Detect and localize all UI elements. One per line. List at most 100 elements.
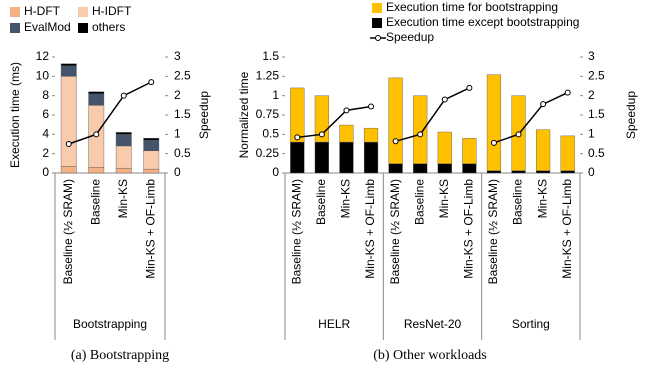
bar-segment	[60, 166, 77, 174]
legend-swatch	[78, 23, 88, 33]
speedup-line	[493, 91, 569, 144]
group-label: Sorting	[512, 317, 550, 331]
caption: (b) Other workloads	[373, 348, 487, 363]
legend-swatch	[372, 18, 382, 28]
bar-segment	[437, 163, 452, 174]
bar-segment	[143, 150, 160, 170]
bar-segment	[437, 131, 452, 164]
x-tick-label: Min-KS + OF-Limb	[560, 179, 574, 279]
speedup-marker	[564, 89, 571, 96]
speedup-marker	[417, 131, 424, 138]
bar-segment	[143, 139, 160, 151]
speedup-line	[297, 105, 372, 139]
speedup-marker	[343, 107, 350, 114]
group-label: Bootstrapping	[73, 317, 147, 331]
bar-segment	[290, 87, 305, 143]
bar-segment	[60, 63, 77, 66]
legend-swatch	[10, 23, 20, 33]
speedup-marker	[540, 101, 547, 108]
speedup-marker	[120, 92, 127, 99]
y-tick-label: 12	[36, 49, 50, 63]
speedup-marker	[294, 134, 301, 141]
bar-segment	[115, 167, 132, 174]
bar-segment	[462, 163, 477, 174]
x-tick-label: Min-KS	[437, 179, 451, 218]
speedup-marker	[392, 138, 399, 145]
y2-axis-label: Speedup	[624, 91, 638, 139]
bar-segment	[290, 141, 305, 174]
bar-segment	[363, 127, 379, 143]
speedup-marker	[148, 79, 155, 86]
legend-marker	[375, 35, 381, 41]
bar-segment	[413, 163, 428, 174]
y2-tick-label: 2	[588, 88, 595, 102]
x-tick-label: Baseline	[511, 179, 525, 225]
y2-axis-label: Speedup	[197, 91, 211, 139]
x-tick-label: Min-KS	[116, 179, 130, 218]
bar-segment	[60, 76, 77, 167]
bar-segment	[462, 137, 477, 164]
y2-tick-label: 0	[174, 165, 181, 179]
x-tick-label: Baseline (½ SRAM)	[61, 179, 75, 284]
bar-segment	[115, 145, 132, 169]
x-tick-label: Baseline	[314, 179, 328, 225]
speedup-marker	[490, 139, 497, 146]
bar-segment	[388, 77, 403, 164]
legend-swatch	[372, 3, 382, 13]
x-tick-label: Baseline	[88, 179, 102, 225]
y2-tick-label: 1.5	[174, 107, 191, 121]
y-tick-label: 0	[42, 165, 49, 179]
x-tick-label: Baseline (½ SRAM)	[388, 179, 402, 284]
y2-tick-label: 2.5	[588, 69, 605, 83]
caption: (a) Bootstrapping	[71, 348, 169, 363]
y-tick-label: 6	[42, 107, 49, 121]
bar-segment	[536, 129, 551, 171]
speedup-marker	[368, 103, 375, 110]
legend-swatch	[10, 7, 20, 17]
bar-segment	[486, 74, 502, 171]
bar-segment	[60, 65, 77, 77]
speedup-line	[68, 81, 152, 145]
legend-swatch	[78, 7, 88, 17]
y-tick-label: 8	[42, 88, 49, 102]
legend-label: H-DFT	[24, 4, 61, 18]
bar-segment	[486, 170, 502, 174]
y-tick-label: 0.5	[262, 127, 279, 141]
y2-tick-label: 0.5	[174, 146, 191, 160]
y2-tick-label: 3	[174, 49, 181, 63]
bar-segment	[511, 170, 526, 174]
bar-segment	[363, 141, 379, 174]
y2-tick-label: 2.5	[174, 69, 191, 83]
y-tick-label: 1	[272, 88, 279, 102]
y-tick-label: 10	[36, 69, 50, 83]
group-label: HELR	[318, 317, 350, 331]
bar-segment	[115, 132, 132, 135]
x-tick-label: Min-KS + OF-Limb	[143, 179, 157, 279]
y-tick-label: 1.5	[262, 49, 279, 63]
x-tick-label: Min-KS + OF-Limb	[462, 179, 476, 279]
y-axis-label: Execution time (ms)	[8, 62, 22, 168]
x-tick-label: Min-KS	[339, 179, 353, 218]
legend-label: Execution time for bootstrapping	[386, 0, 558, 14]
bar-segment	[536, 170, 551, 174]
bar-segment	[314, 141, 329, 174]
bar-segment	[413, 95, 428, 164]
speedup-marker	[93, 131, 100, 138]
x-tick-label: Baseline (½ SRAM)	[289, 179, 303, 284]
bar-segment	[115, 134, 132, 147]
legend-label: H-IDFT	[92, 4, 132, 18]
speedup-marker	[318, 131, 325, 138]
speedup-marker	[515, 131, 522, 138]
bar-segment	[88, 93, 105, 106]
y-tick-label: 0.75	[256, 107, 280, 121]
group-label: ResNet-20	[404, 317, 462, 331]
y-tick-label: 0.25	[256, 146, 280, 160]
y-tick-label: 0	[272, 165, 279, 179]
y-tick-label: 2	[42, 146, 49, 160]
legend-label: Speedup	[386, 30, 434, 44]
bar-segment	[339, 124, 354, 143]
bar-segment	[560, 170, 575, 174]
bar-segment	[339, 141, 354, 174]
